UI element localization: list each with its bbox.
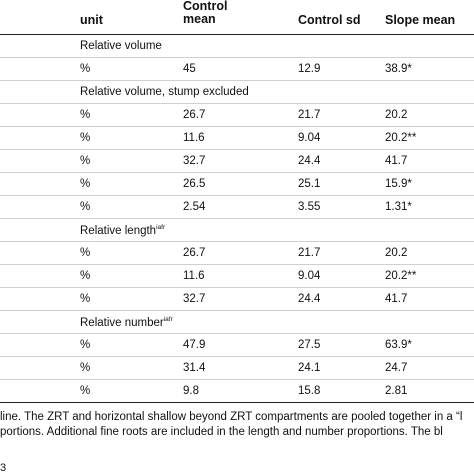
section-title-text: Relative volume, stump excluded: [80, 86, 249, 98]
section-title-superscript: iafr: [156, 224, 166, 231]
section-title-text: Relative volume: [80, 40, 162, 52]
header-control-mean: Control mean: [183, 0, 228, 26]
cell-control-mean: 32.7: [183, 155, 206, 167]
cell-control-mean: 11.6: [183, 270, 205, 282]
cell-unit: %: [80, 270, 91, 282]
section-title-text: Relative length: [80, 224, 157, 237]
cell-control-mean: 47.9: [183, 339, 206, 351]
cell-slope-mean: 2.81: [385, 385, 408, 397]
table-row: % 9.8 15.8 2.81: [0, 380, 474, 403]
footnote-line-2: portions. Additional fine roots are incl…: [0, 426, 443, 438]
cell-unit: %: [80, 132, 91, 144]
table-row: % 11.6 9.04 20.2**: [0, 127, 474, 150]
table-row: % 11.6 9.04 20.2**: [0, 265, 474, 288]
cell-control-sd: 25.1: [298, 178, 321, 190]
table-row: % 2.54 3.55 1.31*: [0, 196, 474, 219]
cell-control-mean: 31.4: [183, 362, 206, 374]
footnote-line-1: line. The ZRT and horizontal shallow bey…: [0, 411, 463, 423]
cell-slope-mean: 24.7: [385, 362, 408, 374]
cell-unit: %: [80, 293, 91, 305]
section-title: Relative volume: [80, 40, 162, 52]
cell-control-sd: 27.5: [298, 339, 321, 351]
table-row: % 31.4 24.1 24.7: [0, 357, 474, 380]
table-row: % 45 12.9 38.9*: [0, 58, 474, 81]
cell-unit: %: [80, 63, 91, 75]
header-slope-mean: Slope mean: [385, 13, 456, 27]
section-title: Relative lengthiafr: [80, 224, 165, 237]
section-title: Relative numberiafr: [80, 316, 173, 329]
cell-control-mean: 45: [183, 63, 196, 75]
header-unit: unit: [80, 13, 103, 27]
table-header: unit Control mean Control sd Slope mean: [0, 0, 474, 35]
cell-unit: %: [80, 109, 91, 121]
cell-control-sd: 24.4: [298, 293, 321, 305]
cell-control-sd: 24.4: [298, 155, 321, 167]
cell-control-sd: 21.7: [298, 109, 321, 121]
section-header: Relative lengthiafr: [0, 219, 474, 242]
cell-unit: %: [80, 339, 91, 351]
table-row: % 47.9 27.5 63.9*: [0, 334, 474, 357]
section-title-text: Relative number: [80, 316, 164, 329]
cell-slope-mean: 20.2: [385, 247, 408, 259]
cell-unit: %: [80, 385, 91, 397]
section-header: Relative numberiafr: [0, 311, 474, 334]
cell-control-mean: 26.7: [183, 109, 206, 121]
cell-slope-mean: 20.2: [385, 109, 408, 121]
table-row: % 26.7 21.7 20.2: [0, 104, 474, 127]
cell-slope-mean: 41.7: [385, 293, 408, 305]
cell-slope-mean: 1.31*: [385, 201, 412, 213]
cell-control-sd: 9.04: [298, 270, 321, 282]
page-number: 3: [0, 462, 7, 474]
cell-control-sd: 15.8: [298, 385, 321, 397]
table-row: % 26.5 25.1 15.9*: [0, 173, 474, 196]
cell-slope-mean: 38.9*: [385, 63, 412, 75]
section-title-superscript: iafr: [163, 316, 173, 323]
cell-control-sd: 3.55: [298, 201, 321, 213]
table-row: % 32.7 24.4 41.7: [0, 288, 474, 311]
cell-control-mean: 26.7: [183, 247, 206, 259]
cell-unit: %: [80, 247, 91, 259]
cell-control-sd: 24.1: [298, 362, 321, 374]
cell-unit: %: [80, 178, 91, 190]
cell-slope-mean: 20.2**: [385, 132, 417, 144]
cell-unit: %: [80, 201, 91, 213]
table-body: Relative volume% 45 12.9 38.9* Relative volu…: [0, 35, 474, 403]
cell-control-mean: 9.8: [183, 385, 199, 397]
section-header: Relative volume, stump excluded: [0, 81, 474, 104]
table-row: % 32.7 24.4 41.7: [0, 150, 474, 173]
cell-slope-mean: 15.9*: [385, 178, 412, 190]
section-title: Relative volume, stump excluded: [80, 86, 249, 98]
table-row: % 26.7 21.7 20.2: [0, 242, 474, 265]
cell-unit: %: [80, 362, 91, 374]
cell-slope-mean: 63.9*: [385, 339, 412, 351]
cell-slope-mean: 41.7: [385, 155, 408, 167]
cell-control-mean: 32.7: [183, 293, 206, 305]
cell-control-mean: 11.6: [183, 132, 205, 144]
cell-control-sd: 12.9: [298, 63, 321, 75]
cell-control-mean: 2.54: [183, 201, 206, 213]
cell-control-mean: 26.5: [183, 178, 206, 190]
results-table: unit Control mean Control sd Slope mean …: [0, 0, 474, 403]
cell-slope-mean: 20.2**: [385, 270, 417, 282]
cell-control-sd: 21.7: [298, 247, 321, 259]
cell-unit: %: [80, 155, 91, 167]
cell-control-sd: 9.04: [298, 132, 321, 144]
header-control-sd: Control sd: [298, 13, 361, 27]
section-header: Relative volume: [0, 35, 474, 58]
footnote: line. The ZRT and horizontal shallow bey…: [0, 410, 474, 440]
